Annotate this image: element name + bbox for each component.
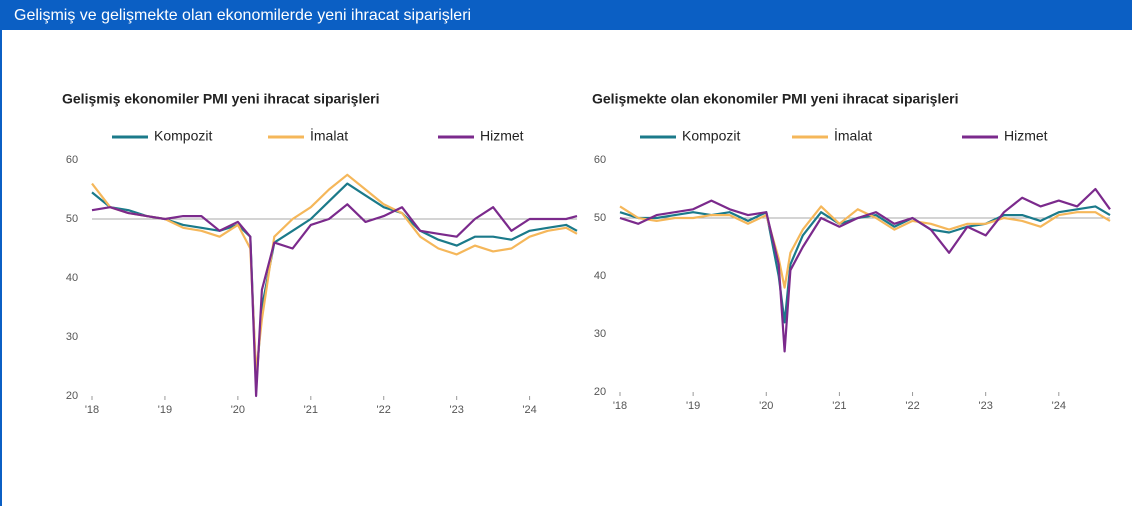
series-line	[91, 203, 578, 398]
y-tick-label: 40	[66, 272, 78, 284]
y-tick-label: 20	[66, 390, 78, 402]
legend-label: Hizmet	[480, 128, 524, 144]
x-tick-label: '23	[978, 400, 992, 412]
y-tick-label: 40	[594, 270, 606, 282]
x-tick-label: '20	[759, 400, 773, 412]
legend-label: Hizmet	[1004, 128, 1048, 144]
y-tick-label: 20	[594, 386, 606, 398]
x-tick-label: '23	[449, 404, 463, 416]
chart-title: Gelişmekte olan ekonomiler PMI yeni ihra…	[592, 91, 958, 107]
y-tick-label: 30	[66, 331, 78, 343]
x-tick-label: '18	[85, 404, 99, 416]
x-tick-label: '19	[158, 404, 172, 416]
x-tick-label: '21	[832, 400, 846, 412]
left-border	[0, 30, 2, 506]
series-line	[619, 205, 1111, 289]
y-tick-label: 60	[66, 154, 78, 166]
x-tick-label: '24	[1052, 400, 1066, 412]
x-tick-label: '22	[377, 404, 391, 416]
x-tick-label: '21	[304, 404, 318, 416]
x-tick-label: '18	[613, 400, 627, 412]
x-tick-label: '24	[522, 404, 536, 416]
y-tick-label: 30	[594, 328, 606, 340]
series-line	[91, 173, 578, 374]
chart-title: Gelişmiş ekonomiler PMI yeni ihracat sip…	[62, 91, 379, 107]
y-tick-label: 50	[594, 212, 606, 224]
series-line	[619, 205, 1111, 324]
x-tick-label: '20	[231, 404, 245, 416]
y-tick-label: 60	[594, 154, 606, 166]
legend-label: İmalat	[834, 127, 872, 144]
legend-label: Kompozit	[682, 128, 740, 144]
x-tick-label: '19	[686, 400, 700, 412]
x-tick-label: '22	[905, 400, 919, 412]
series-line	[91, 182, 578, 386]
legend-label: İmalat	[310, 127, 348, 144]
y-tick-label: 50	[66, 213, 78, 225]
header-title: Gelişmiş ve gelişmekte olan ekonomilerde…	[14, 7, 471, 24]
legend-label: Kompozit	[154, 128, 212, 144]
series-line	[619, 187, 1111, 353]
header-bar	[0, 0, 1132, 30]
